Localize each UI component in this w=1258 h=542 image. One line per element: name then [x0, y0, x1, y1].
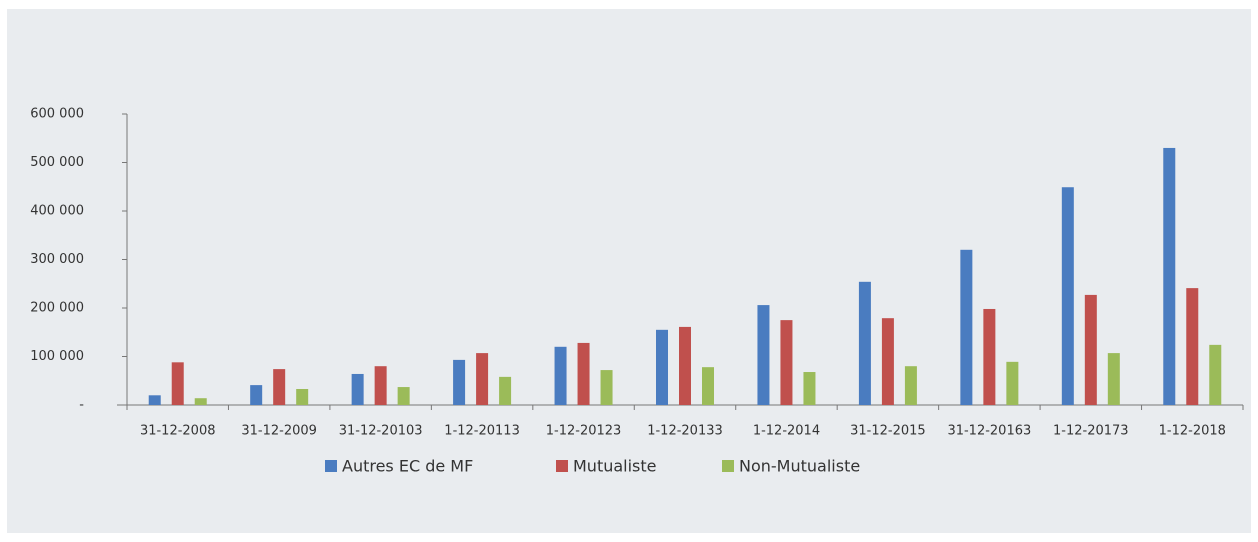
x-tick-label: 1-12-2018	[1159, 424, 1226, 439]
y-tick-label: 300 000	[30, 252, 84, 267]
bar	[1084, 294, 1097, 405]
x-tick-label: 1-12-2014	[753, 424, 820, 439]
bar	[1186, 288, 1199, 405]
bar	[499, 376, 512, 405]
bar	[904, 366, 917, 405]
x-tick-label: 31-12-2015	[850, 424, 926, 439]
y-tick-label: 200 000	[30, 301, 84, 316]
bar	[679, 326, 691, 405]
legend-label: Non-Mutualiste	[739, 457, 860, 476]
bar	[374, 366, 387, 405]
bar	[1061, 187, 1074, 405]
y-tick-label: 600 000	[30, 107, 84, 122]
bar	[881, 318, 894, 405]
x-tick-label: 31-12-20103	[339, 424, 423, 439]
bar	[296, 388, 309, 405]
x-tick-label: 31-12-2008	[140, 424, 216, 439]
bar	[148, 395, 161, 405]
bar	[1163, 147, 1176, 405]
bar	[600, 370, 613, 405]
bar	[858, 281, 871, 405]
bar	[702, 367, 714, 405]
bar	[960, 249, 973, 405]
bar	[476, 353, 489, 405]
legend-swatch	[722, 460, 734, 472]
bar	[656, 329, 668, 405]
y-tick-label: 400 000	[30, 204, 84, 219]
y-tick-label: 100 000	[30, 349, 84, 364]
x-tick-label: 31-12-20163	[947, 424, 1031, 439]
x-tick-label: 1-12-20123	[546, 424, 622, 439]
y-tick-label: -	[79, 398, 84, 413]
bar	[171, 362, 184, 405]
bar	[983, 308, 996, 405]
bar	[1006, 361, 1019, 405]
bar	[1107, 353, 1120, 405]
bar	[554, 346, 567, 405]
legend-label: Autres EC de MF	[342, 457, 473, 476]
bar	[577, 342, 590, 405]
legend-swatch	[556, 460, 568, 472]
bar	[453, 359, 466, 405]
bar	[757, 305, 770, 405]
bar	[1209, 344, 1222, 405]
chart-background	[7, 9, 1251, 533]
bar	[803, 372, 816, 405]
x-tick-label: 1-12-20113	[444, 424, 520, 439]
legend-swatch	[325, 460, 337, 472]
bar	[250, 385, 263, 405]
bar	[194, 398, 207, 405]
bar	[780, 320, 793, 405]
x-tick-label: 1-12-20133	[647, 424, 723, 439]
x-tick-label: 31-12-2009	[241, 424, 317, 439]
legend-label: Mutualiste	[573, 457, 657, 476]
bar	[273, 369, 286, 405]
bar	[351, 373, 364, 405]
x-tick-label: 1-12-20173	[1053, 424, 1129, 439]
y-tick-label: 500 000	[30, 155, 84, 170]
bar	[397, 387, 410, 405]
